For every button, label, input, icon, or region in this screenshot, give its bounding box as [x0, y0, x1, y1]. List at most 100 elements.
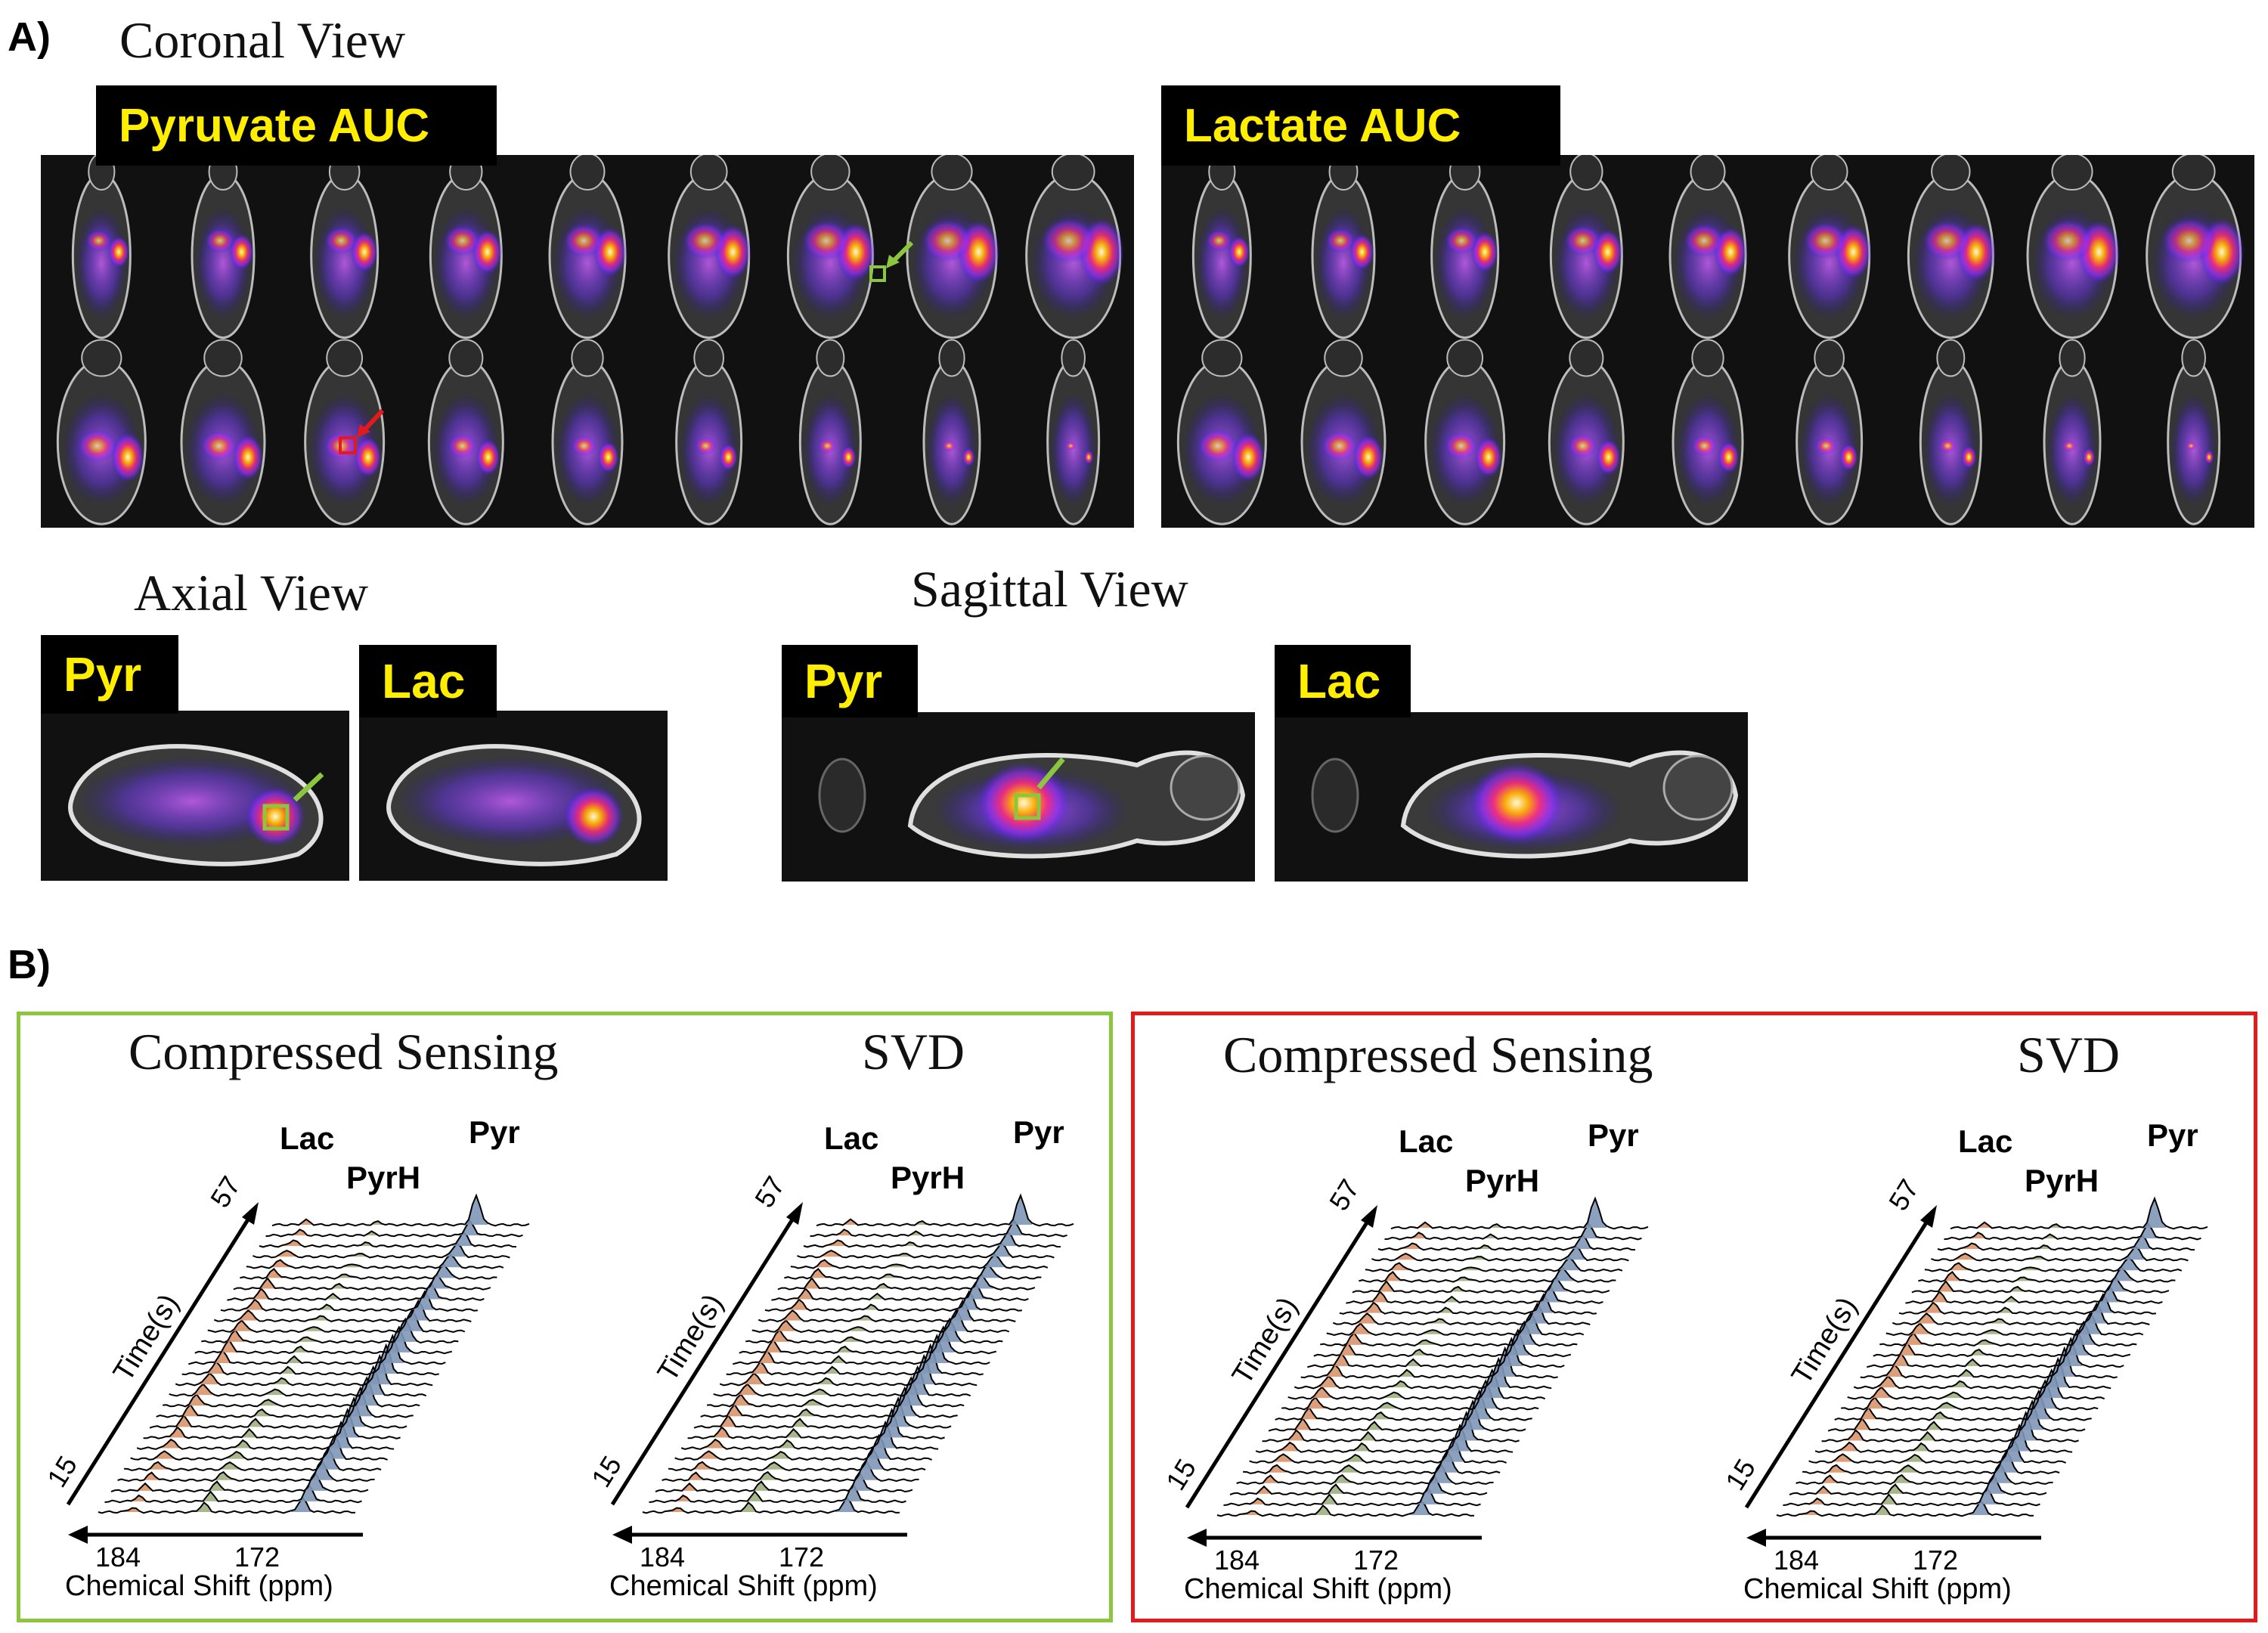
coronal-slice	[1424, 339, 1506, 525]
spectrum-trace	[1326, 1312, 1585, 1337]
spectrum-trace	[227, 1281, 485, 1301]
spectrum-trace	[1783, 1486, 2040, 1507]
spectrum-trace	[1223, 1486, 1481, 1507]
spectrum-trace	[1390, 1196, 1649, 1230]
coronal-slice	[798, 339, 862, 525]
coronal-view-title: Coronal View	[119, 11, 406, 69]
spectrum-trace	[1216, 1499, 1475, 1517]
spectrum-trace	[233, 1273, 491, 1291]
hot-spot	[563, 786, 624, 847]
axial-view-title: Axial View	[134, 564, 369, 621]
red-roi-marker	[339, 436, 357, 454]
sagittal-lac-image	[1275, 712, 1748, 882]
coronal-slice	[429, 155, 503, 339]
coronal-slice	[310, 155, 380, 339]
shift-axis-arrow	[1746, 1529, 2041, 1547]
spectrum-trace	[259, 1230, 517, 1248]
spectrum-trace	[1841, 1379, 2099, 1411]
coronal-slice	[1668, 155, 1747, 339]
coronal-slice	[2146, 155, 2245, 339]
peak-label-pyrh: PyrH	[891, 1160, 965, 1195]
spectrum-trace	[1885, 1312, 2144, 1337]
peak-label-lac: Lac	[824, 1120, 878, 1156]
spectrum-trace	[1339, 1293, 1597, 1315]
spectrum-trace	[220, 1290, 478, 1312]
pyruvate-auc-tag: Pyruvate AUC	[96, 85, 497, 166]
spectrum-trace	[810, 1219, 1067, 1238]
peak-label-pyr: Pyr	[1013, 1114, 1064, 1150]
coronal-slice	[191, 155, 256, 339]
lactate-auc-tag: Lactate AUC	[1161, 85, 1560, 166]
coronal-slice	[1907, 155, 1996, 339]
sagittal-lac-tag: Lac	[1275, 645, 1411, 717]
spectrum-trace	[1371, 1245, 1629, 1262]
peak-label-pyr: Pyr	[2147, 1117, 2198, 1153]
axial-lac-tag: Lac	[359, 645, 497, 717]
spectrum-trace	[1892, 1302, 2150, 1326]
peak-label-pyr: Pyr	[469, 1114, 520, 1150]
spectrum-trace	[1332, 1302, 1591, 1326]
coronal-slice	[1796, 339, 1864, 525]
coronal-slice	[1919, 339, 1982, 525]
spectrum-trace	[253, 1242, 510, 1259]
peak-label-lac: Lac	[1399, 1123, 1453, 1159]
axial-lac-image	[359, 711, 668, 881]
spectrum-trace	[1384, 1222, 1642, 1241]
shift-axis-arrow	[1187, 1529, 1482, 1547]
spectrum-trace	[1911, 1276, 2170, 1294]
spectrum-trace	[803, 1230, 1061, 1248]
peak-label-lac: Lac	[1958, 1123, 2012, 1159]
spectrum-trace	[790, 1253, 1049, 1269]
peak-label-pyrh: PyrH	[1465, 1163, 1539, 1198]
peak-label-pyrh: PyrH	[2025, 1163, 2099, 1198]
spectrum-trace	[1937, 1233, 2195, 1251]
spectrum-trace	[271, 1193, 530, 1227]
spectrum-trace	[1950, 1196, 2208, 1230]
peak-label-pyr: Pyr	[1588, 1117, 1639, 1153]
spectrum-trace	[1365, 1257, 1623, 1272]
time-axis-arrow	[610, 1202, 803, 1506]
spectrum-trace	[668, 1446, 926, 1472]
coronal-slice	[1430, 155, 1500, 339]
spectrum-trace	[777, 1273, 1036, 1291]
time-tick-end: 57	[748, 1171, 791, 1213]
spectrum-trace	[240, 1263, 497, 1280]
coronal-slice	[1191, 155, 1252, 339]
shift-tick-left: 184	[1774, 1545, 1819, 1576]
coronal-slice	[1548, 339, 1625, 525]
coronal-slice	[668, 155, 751, 339]
coronal-slice	[551, 339, 624, 525]
shift-axis-arrow	[68, 1526, 363, 1544]
red-roi-spectra-box	[1131, 1012, 2257, 1622]
hot-spot	[977, 762, 1070, 844]
method-title: SVD	[2017, 1026, 2121, 1083]
coronal-slice	[427, 339, 504, 525]
spectrum-trace	[213, 1299, 472, 1323]
coronal-slice	[2043, 339, 2102, 525]
method-title: Compressed Sensing	[1223, 1026, 1653, 1083]
spectrum-trace	[124, 1446, 382, 1472]
spectrum-trace	[1776, 1499, 2034, 1517]
coronal-slice	[1176, 339, 1267, 525]
axial-pyr-image	[41, 711, 349, 881]
spectrum-trace	[655, 1470, 913, 1493]
coronal-slice	[2026, 155, 2121, 339]
spectrum-trace	[1377, 1233, 1636, 1251]
coronal-slice	[71, 155, 132, 339]
shift-tick-right: 172	[234, 1542, 280, 1573]
peak-label-lac: Lac	[280, 1120, 334, 1156]
spectrum-trace	[265, 1219, 523, 1238]
spectrum-trace	[649, 1483, 906, 1504]
spectrum-trace	[764, 1290, 1022, 1312]
shift-axis-arrow	[612, 1526, 907, 1544]
panel-b-label: B)	[8, 942, 51, 987]
spectrum-trace	[1359, 1266, 1616, 1283]
spectrum-trace	[1905, 1284, 2163, 1304]
shift-tick-left: 184	[1214, 1545, 1259, 1576]
spectrum-trace	[751, 1309, 1010, 1334]
coronal-slice	[1788, 155, 1872, 339]
spectrum-trace	[117, 1458, 375, 1483]
